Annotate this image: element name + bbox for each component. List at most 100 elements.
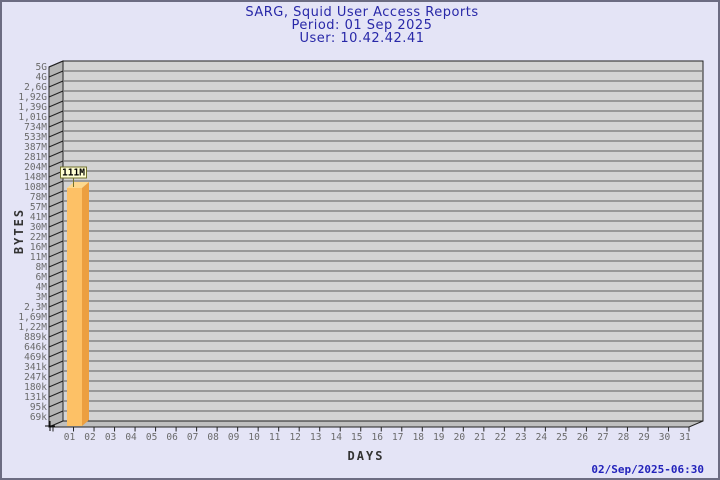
y-tick-label: 247k	[24, 372, 47, 383]
bar-value-label: 111M	[62, 168, 85, 179]
y-tick	[48, 370, 64, 378]
y-tick-label: 6M	[36, 272, 48, 283]
y-tick	[48, 290, 64, 298]
x-tick-label: 29	[638, 432, 650, 443]
y-tick-label: 341k	[24, 362, 47, 373]
x-tick-label: 08	[207, 432, 219, 443]
y-tick	[48, 140, 64, 148]
y-tick-label: 5G	[36, 62, 48, 73]
y-tick-label: 180k	[24, 382, 47, 393]
y-tick	[48, 200, 64, 208]
y-tick-label: 11M	[30, 252, 47, 263]
y-tick	[48, 230, 64, 238]
x-tick-label: 03	[105, 432, 116, 443]
y-tick	[48, 330, 64, 338]
y-tick	[48, 240, 64, 248]
chart-title-block: SARG, Squid User Access Reports Period: …	[2, 5, 718, 46]
y-tick	[48, 70, 64, 78]
y-tick	[48, 390, 64, 398]
y-tick-label: 4M	[36, 282, 48, 293]
x-tick-label: 04	[125, 432, 137, 443]
y-tick-label: 3M	[36, 292, 48, 303]
y-tick-label: 734M	[24, 122, 47, 133]
y-tick-label: 387M	[24, 142, 47, 153]
y-tick-label: 1,69M	[18, 312, 47, 323]
x-tick-label: 13	[310, 432, 321, 443]
x-tick-label: 30	[659, 432, 671, 443]
x-tick-label: 28	[618, 432, 630, 443]
y-tick-label: 1,39G	[18, 102, 47, 113]
x-tick-label: 11	[269, 432, 281, 443]
x-tick-label: 01	[64, 432, 76, 443]
x-tick-label: 23	[515, 432, 526, 443]
y-tick	[48, 310, 64, 318]
y-tick	[48, 160, 64, 168]
generated-timestamp: 02/Sep/2025-06:30	[591, 463, 704, 476]
y-tick	[48, 280, 64, 288]
y-tick	[48, 90, 64, 98]
y-tick	[48, 410, 64, 418]
x-tick-label: 18	[413, 432, 425, 443]
annotation-box	[60, 166, 87, 179]
x-tick-label: 27	[597, 432, 608, 443]
y-tick	[48, 340, 64, 348]
y-tick-label: 2,6G	[24, 82, 47, 93]
y-tick	[48, 80, 64, 88]
x-tick-label: 17	[392, 432, 403, 443]
y-tick	[48, 60, 64, 68]
x-tick-label: 05	[146, 432, 157, 443]
y-tick	[48, 250, 64, 258]
y-tick	[48, 190, 64, 198]
y-tick-label: 646k	[24, 342, 47, 353]
y-tick-label: 533M	[24, 132, 47, 143]
y-tick	[48, 400, 64, 408]
y-tick	[48, 130, 64, 138]
x-tick-label: 06	[166, 432, 178, 443]
chart-title: SARG, Squid User Access Reports	[245, 5, 479, 20]
y-tick	[48, 120, 64, 128]
y-tick	[48, 270, 64, 278]
y-tick-label: 2,3M	[24, 302, 47, 313]
x-tick-label: 12	[289, 432, 300, 443]
y-tick-label: 57M	[30, 202, 47, 213]
x-axis-title: DAYS	[347, 449, 385, 463]
bar-top-face	[67, 182, 89, 188]
y-tick-label: 78M	[30, 192, 47, 203]
y-tick-label: 148M	[24, 172, 47, 183]
x-tick-label: 22	[495, 432, 506, 443]
y-tick	[48, 220, 64, 228]
y-tick-label: 16M	[30, 242, 47, 253]
y-tick	[48, 110, 64, 118]
y-tick-label: 22M	[30, 232, 47, 243]
y-tick	[48, 180, 64, 188]
y-tick-label: 889k	[24, 332, 47, 343]
y-tick	[48, 150, 64, 158]
y-tick-label: 469k	[24, 352, 47, 363]
x-tick-label: 26	[577, 432, 589, 443]
x-tick-label: 14	[330, 432, 342, 443]
x-tick-label: 31	[679, 432, 691, 443]
bar-side-face	[82, 182, 89, 426]
y-axis-title: BYTES	[12, 207, 26, 255]
x-tick-label: 07	[187, 432, 198, 443]
y-tick	[48, 320, 64, 328]
y-tick	[48, 360, 64, 368]
y-tick-label: 41M	[30, 212, 47, 223]
chart-user: User: 10.42.42.41	[299, 31, 425, 46]
x-tick-label: 10	[248, 432, 260, 443]
y-tick	[48, 350, 64, 358]
y-tick-label: 1,22M	[18, 322, 47, 333]
y-tick	[48, 380, 64, 388]
x-tick-label: 25	[556, 432, 567, 443]
x-tick-label: 09	[228, 432, 240, 443]
y-tick-label: 1,01G	[18, 112, 47, 123]
y-tick	[48, 260, 64, 268]
y-tick-label: 204M	[24, 162, 47, 173]
y-tick	[48, 100, 64, 108]
x-tick-label: 15	[351, 432, 362, 443]
y-tick-label: 281M	[24, 152, 47, 163]
y-tick-label: 1,92G	[18, 92, 47, 103]
y-tick-label: 108M	[24, 182, 47, 193]
